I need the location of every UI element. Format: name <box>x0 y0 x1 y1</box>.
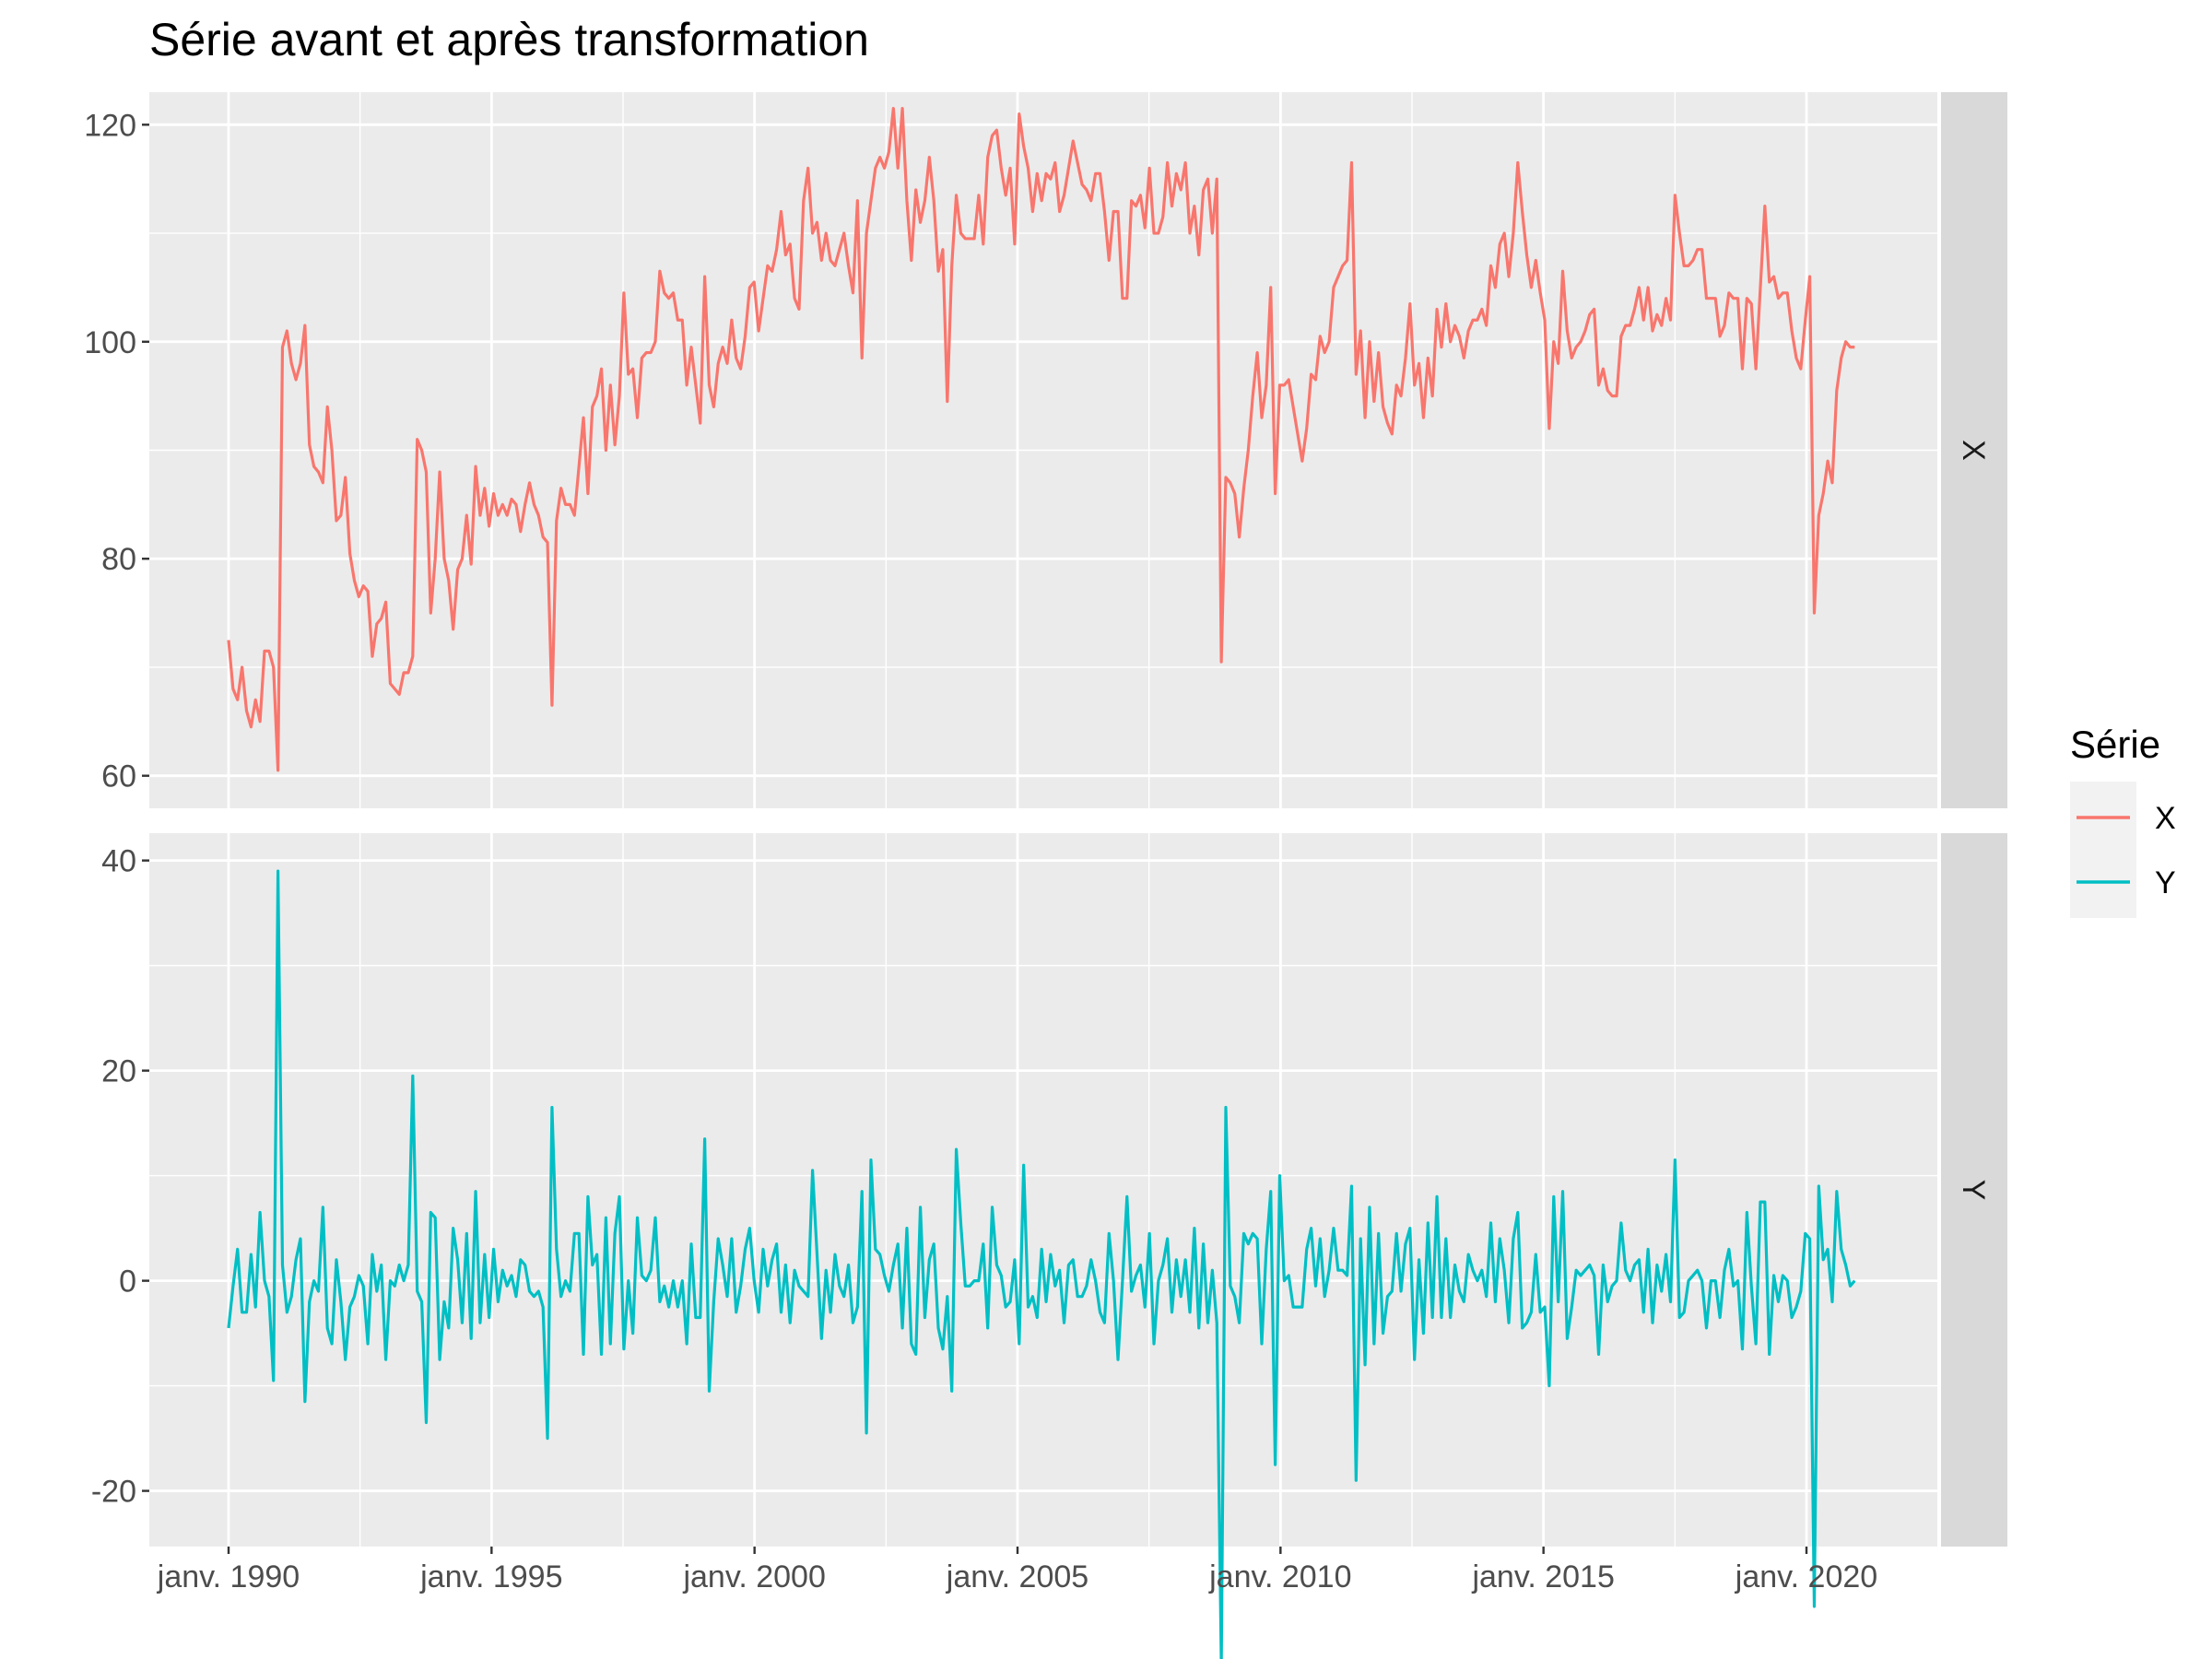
facet-strip <box>1941 92 2007 808</box>
legend-title: Série <box>2070 723 2160 766</box>
x-tick-label: janv. 2020 <box>1735 1559 1877 1594</box>
facet-strip-label: Y <box>1956 1180 1991 1201</box>
legend: Série X Y <box>2070 723 2176 918</box>
x-tick-label: janv. 1995 <box>419 1559 562 1594</box>
panel-y: -20 0 20 40 Y <box>91 833 2007 1659</box>
x-tick-label: janv. 2015 <box>1471 1559 1614 1594</box>
facet-strip <box>1941 833 2007 1547</box>
y-tick-label: 0 <box>119 1265 136 1300</box>
y-tick-label: 100 <box>84 325 136 360</box>
x-tick-label: janv. 2010 <box>1208 1559 1351 1594</box>
legend-label-x: X <box>2155 801 2176 836</box>
y-tick-label: 40 <box>101 844 136 879</box>
series-line-x <box>227 107 1855 772</box>
x-tick-label: janv. 1990 <box>157 1559 300 1594</box>
panel-background <box>149 833 1937 1547</box>
x-tick-label: janv. 2005 <box>946 1559 1088 1594</box>
y-tick-label: 80 <box>101 542 136 577</box>
y-tick-label: 20 <box>101 1054 136 1089</box>
y-tick-label: 60 <box>101 759 136 794</box>
facet-strip-label: X <box>1956 440 1991 461</box>
legend-key-background <box>2070 782 2136 918</box>
y-tick-label: -20 <box>91 1475 136 1510</box>
chart-title: Série avant et après transformation <box>149 14 869 65</box>
legend-label-y: Y <box>2155 865 2176 900</box>
panel-x: 60 80 100 120 X <box>84 92 2007 808</box>
y-tick-label: 120 <box>84 108 136 143</box>
series-line-y <box>227 869 1856 1659</box>
x-tick-label: janv. 2000 <box>682 1559 825 1594</box>
x-axis: janv. 1990 janv. 1995 janv. 2000 janv. 2005… <box>157 1547 1877 1594</box>
